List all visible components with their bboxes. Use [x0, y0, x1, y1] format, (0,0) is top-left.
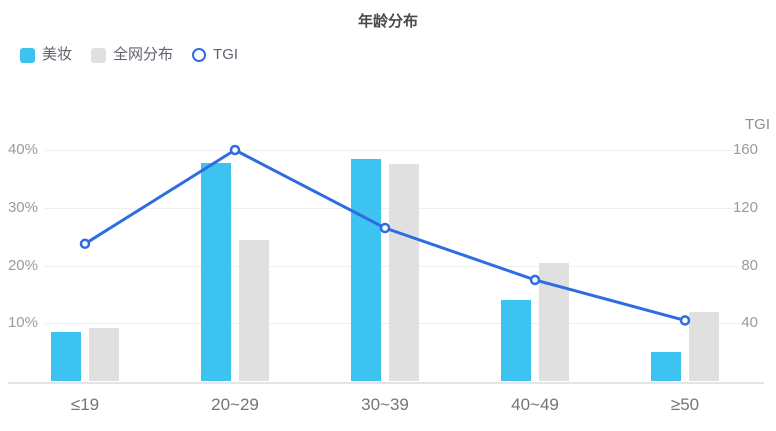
- bar-meizhuang-5[interactable]: [651, 352, 681, 381]
- tgi-point-4[interactable]: [529, 274, 541, 286]
- legend-bar-swatch-icon: [91, 47, 107, 63]
- bar-quanwang-2[interactable]: [239, 240, 269, 381]
- y-axis-tick-left: 40%: [7, 141, 38, 158]
- tgi-point-3[interactable]: [379, 222, 391, 234]
- tgi-point-5[interactable]: [679, 315, 691, 326]
- y-axis-tick-left: 10%: [7, 314, 38, 331]
- x-axis-line: [8, 382, 764, 384]
- y-axis-tick-right: 120: [732, 199, 758, 216]
- y-axis-tick-left: 20%: [7, 257, 38, 274]
- y-axis-tick-right: 40: [741, 314, 758, 331]
- x-axis-label: 30~39: [361, 395, 409, 414]
- bar-meizhuang-3[interactable]: [351, 159, 381, 381]
- legend: 美妆 全网分布 TGI: [20, 47, 238, 63]
- tgi-line: [83, 148, 687, 322]
- chart-title: 年龄分布: [357, 13, 418, 30]
- x-axis-label: ≥50: [670, 395, 700, 414]
- y-axis-tick-right: 80: [741, 257, 758, 274]
- bar-quanwang-3[interactable]: [389, 164, 419, 381]
- bar-quanwang-5[interactable]: [689, 312, 719, 381]
- x-axis-label: ≤19: [70, 395, 100, 414]
- bar-meizhuang-1[interactable]: [51, 332, 81, 381]
- legend-item-3[interactable]: TGI: [192, 47, 238, 63]
- x-axis-label: 20~29: [211, 395, 259, 414]
- legend-bar-swatch-icon: [20, 47, 35, 63]
- x-axis-label: 40~49: [511, 395, 559, 414]
- legend-line-marker-icon: [192, 48, 207, 62]
- legend-item-2[interactable]: 全网分布: [91, 47, 173, 63]
- legend-item-1[interactable]: 美妆: [20, 47, 72, 63]
- right-axis-title: TGI: [745, 116, 770, 133]
- legend-label: TGI: [213, 46, 239, 63]
- bar-meizhuang-4[interactable]: [501, 300, 531, 381]
- legend-label: 全网分布: [113, 46, 174, 63]
- tgi-point-2[interactable]: [229, 144, 241, 156]
- y-axis-tick-left: 30%: [7, 199, 38, 216]
- bar-meizhuang-2[interactable]: [201, 163, 231, 381]
- legend-label: 美妆: [42, 46, 73, 63]
- bar-quanwang-1[interactable]: [89, 328, 119, 381]
- gridline: [44, 150, 740, 151]
- tgi-point-1[interactable]: [79, 238, 91, 250]
- y-axis-tick-right: 160: [732, 141, 758, 158]
